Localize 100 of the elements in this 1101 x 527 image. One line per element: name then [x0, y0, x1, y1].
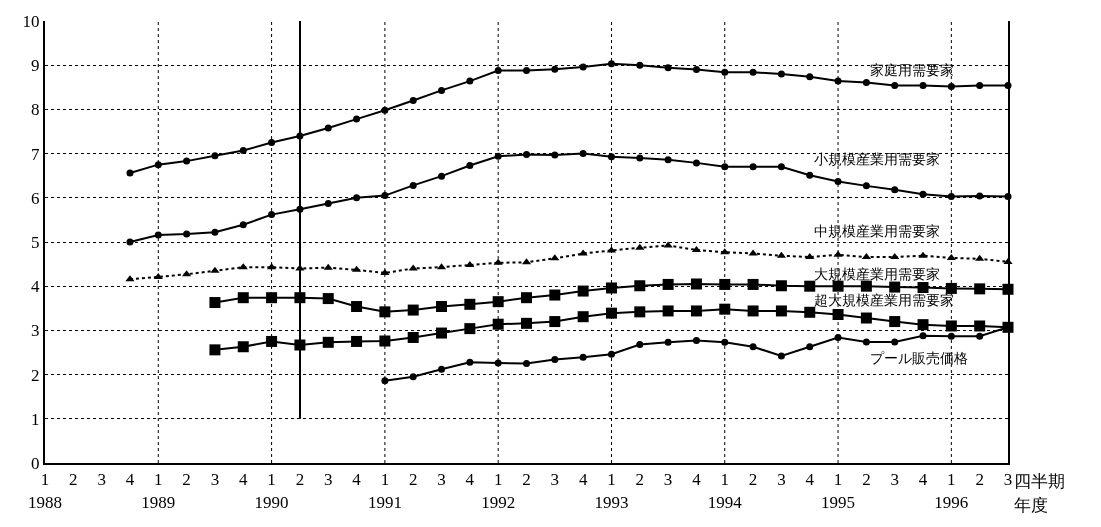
point — [975, 254, 985, 261]
point — [551, 356, 559, 364]
point — [408, 264, 418, 271]
point — [407, 304, 419, 316]
point — [577, 311, 589, 323]
x-tick-label: 2 — [635, 470, 645, 490]
series-label: プール販売価格 — [870, 350, 968, 366]
x-tick-label: 4 — [465, 470, 475, 490]
point — [664, 156, 672, 164]
point — [834, 177, 842, 185]
x-tick-label: 3 — [890, 470, 899, 490]
point — [777, 163, 785, 171]
point — [409, 373, 417, 381]
point — [692, 66, 700, 74]
point — [182, 270, 192, 277]
point — [690, 305, 702, 317]
point — [323, 263, 333, 270]
point — [974, 283, 986, 295]
x-tick-label: 4 — [239, 470, 249, 490]
x-tick-label: 1 1993 — [594, 470, 629, 512]
point — [919, 332, 927, 340]
y-tick-label: 2 — [31, 365, 40, 385]
x-tick-label: 4 — [805, 470, 815, 490]
point — [860, 312, 872, 324]
point — [549, 316, 561, 328]
point — [577, 285, 589, 297]
point — [634, 306, 646, 318]
point — [607, 153, 615, 161]
point — [268, 139, 276, 147]
x-tick-label: 1 1988 — [28, 470, 62, 512]
point — [805, 253, 815, 260]
point — [579, 63, 587, 71]
point — [635, 243, 645, 250]
point — [721, 68, 729, 76]
point — [379, 335, 391, 347]
point — [806, 171, 814, 179]
point — [294, 292, 306, 304]
point — [861, 253, 871, 260]
point — [464, 298, 476, 310]
x-tick-label: 1 1990 — [254, 470, 289, 512]
point — [662, 278, 674, 290]
point — [183, 230, 191, 238]
point — [126, 169, 134, 177]
point — [636, 61, 644, 69]
y-tick-label: 9 — [31, 56, 40, 76]
y-tick-label: 8 — [31, 100, 40, 120]
point — [919, 190, 927, 198]
point — [834, 77, 842, 85]
point — [891, 82, 899, 90]
point — [353, 194, 361, 202]
x-tick-label: 1 1991 — [367, 470, 402, 512]
point — [239, 221, 247, 229]
point — [947, 332, 955, 340]
point — [438, 86, 446, 94]
point — [947, 192, 955, 200]
point — [719, 303, 731, 315]
point — [806, 73, 814, 81]
series-label: 中規模産業用需要家 — [814, 223, 940, 239]
point — [862, 78, 870, 86]
x-tick-label: 1 1996 — [934, 470, 969, 512]
point — [891, 186, 899, 194]
point — [239, 147, 247, 155]
point — [919, 82, 927, 90]
x-tick-label: 2 — [862, 470, 871, 490]
point — [465, 260, 475, 267]
point — [579, 353, 587, 361]
point — [438, 172, 446, 180]
point — [832, 280, 844, 292]
x-tick-label: 1 1989 — [141, 470, 176, 512]
point — [862, 182, 870, 190]
point — [804, 306, 816, 318]
point — [747, 305, 759, 317]
point — [607, 60, 615, 68]
point — [747, 278, 759, 290]
point — [436, 301, 448, 313]
point — [294, 339, 306, 351]
point — [466, 77, 474, 85]
point — [466, 162, 474, 170]
point — [381, 106, 389, 114]
point — [607, 350, 615, 358]
point — [351, 301, 363, 313]
x-tick-label: 2 — [522, 470, 531, 490]
point — [153, 272, 163, 279]
point — [832, 308, 844, 320]
y-tick-label: 0 — [31, 453, 40, 473]
point — [976, 82, 984, 90]
point — [523, 150, 530, 158]
point — [438, 365, 446, 373]
point — [268, 211, 276, 219]
x-tick-label: 4 — [578, 470, 588, 490]
point — [380, 268, 390, 275]
point — [494, 67, 502, 74]
point — [353, 115, 361, 123]
x-axis-title: 四半期 — [1014, 471, 1065, 491]
series-label: 大規模産業用需要家 — [814, 266, 940, 282]
point — [976, 332, 984, 340]
x-tick-label: 4 — [692, 470, 702, 490]
point — [211, 228, 219, 236]
x-tick-label: 2 — [69, 470, 78, 490]
point — [322, 293, 334, 305]
